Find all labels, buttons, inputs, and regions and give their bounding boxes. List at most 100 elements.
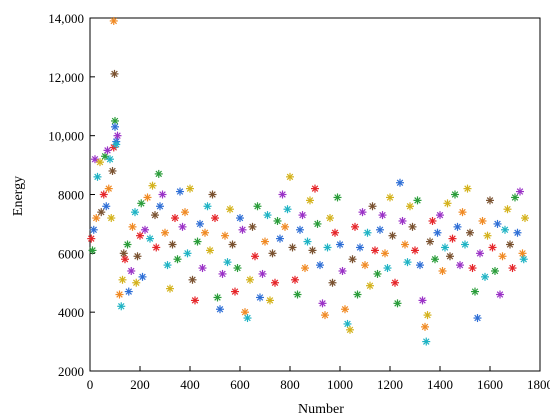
data-point — [423, 311, 432, 320]
y-tick-label: 2000 — [58, 364, 84, 379]
y-tick-label: 12,000 — [48, 70, 84, 85]
data-point — [318, 299, 327, 308]
data-point — [386, 193, 394, 202]
data-point — [216, 305, 224, 314]
data-point — [471, 287, 479, 296]
data-point — [401, 240, 409, 249]
data-point — [381, 249, 389, 258]
data-point — [111, 116, 119, 125]
x-tick-label: 1600 — [477, 377, 503, 392]
data-point — [473, 314, 482, 323]
data-point — [276, 234, 284, 243]
data-point — [92, 214, 101, 223]
data-point — [456, 261, 464, 270]
data-point — [491, 266, 499, 275]
data-point — [93, 172, 102, 181]
data-point — [486, 196, 494, 205]
data-point — [152, 243, 161, 252]
data-point — [211, 214, 219, 223]
x-tick-label: 0 — [87, 377, 94, 392]
data-point — [123, 240, 132, 249]
data-points — [87, 16, 529, 346]
y-tick-label: 10,000 — [48, 129, 84, 144]
data-point — [478, 216, 487, 225]
data-point — [411, 246, 419, 255]
data-point — [103, 146, 112, 155]
data-point — [127, 266, 136, 275]
data-point — [358, 208, 367, 217]
data-point — [306, 196, 314, 205]
data-point — [383, 264, 392, 273]
data-point — [508, 264, 517, 273]
data-point — [388, 231, 397, 240]
data-point — [106, 155, 114, 164]
data-point — [91, 155, 99, 164]
data-point — [443, 199, 452, 208]
y-tick-label: 6000 — [58, 246, 84, 261]
data-point — [396, 178, 404, 187]
x-tick-label: 200 — [130, 377, 150, 392]
data-point — [213, 293, 222, 302]
data-point — [246, 275, 254, 284]
data-point — [503, 205, 512, 214]
data-point — [231, 287, 239, 296]
data-point — [511, 193, 519, 202]
data-point — [316, 261, 324, 270]
data-point — [96, 158, 104, 167]
data-point — [171, 214, 179, 223]
x-tick-label: 1200 — [377, 377, 403, 392]
data-point — [293, 290, 302, 299]
data-point — [89, 225, 98, 234]
data-point — [203, 202, 212, 211]
data-point — [513, 228, 522, 237]
x-tick-label: 1400 — [427, 377, 453, 392]
x-tick-label: 800 — [280, 377, 300, 392]
data-point — [313, 219, 322, 228]
data-point — [111, 122, 119, 131]
data-point — [338, 266, 347, 275]
data-point — [131, 208, 139, 217]
data-point — [278, 190, 287, 199]
data-point — [226, 205, 234, 214]
data-point — [286, 172, 294, 181]
data-point — [161, 228, 169, 237]
data-point — [431, 255, 439, 264]
data-point — [118, 275, 127, 284]
data-point — [311, 184, 319, 193]
data-point — [166, 284, 174, 293]
data-point — [356, 243, 364, 252]
data-point — [398, 216, 407, 225]
data-point — [438, 266, 447, 275]
data-point — [436, 211, 444, 220]
data-point — [137, 199, 146, 208]
data-point — [281, 222, 289, 231]
data-point — [296, 225, 304, 234]
data-point — [146, 234, 154, 243]
data-point — [516, 187, 524, 196]
data-point — [321, 311, 329, 320]
data-point — [266, 296, 274, 305]
data-point — [193, 237, 202, 246]
data-point — [519, 255, 528, 264]
data-point — [183, 249, 192, 258]
data-point — [97, 208, 106, 217]
data-point — [341, 305, 349, 314]
data-point — [373, 269, 382, 278]
data-point — [201, 228, 209, 237]
data-point — [336, 240, 344, 249]
data-point — [258, 269, 267, 278]
data-point — [333, 193, 342, 202]
data-point — [88, 246, 97, 255]
data-point — [113, 131, 122, 140]
data-point — [393, 299, 402, 308]
data-point — [488, 243, 497, 252]
data-point — [343, 319, 352, 328]
data-point — [156, 202, 164, 211]
data-point — [109, 16, 118, 25]
data-point — [458, 208, 467, 217]
data-point — [228, 240, 237, 249]
data-point — [99, 190, 108, 199]
data-point — [241, 308, 249, 317]
data-point — [428, 216, 437, 225]
data-point — [124, 287, 133, 296]
